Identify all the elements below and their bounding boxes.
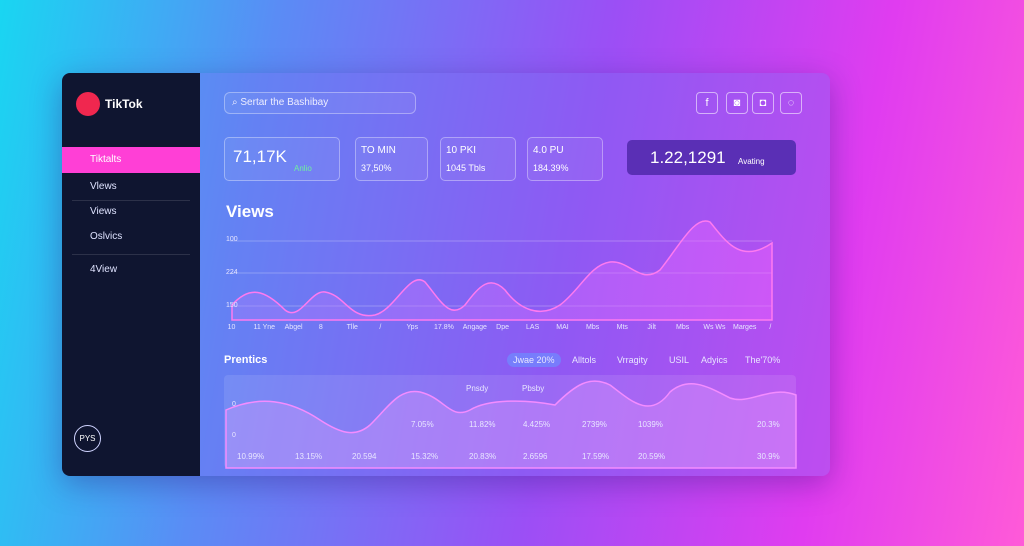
stat-title: 4.0 PU	[533, 145, 564, 156]
y-label: 150	[226, 302, 238, 309]
row2-value: 2.6596	[523, 452, 548, 461]
x-label: Abgel	[284, 324, 303, 331]
x-label: Ws Ws	[703, 324, 726, 331]
y-label: 0	[232, 401, 236, 408]
x-label: 17.8%	[434, 324, 454, 331]
x-label: 11 Yne	[253, 324, 276, 331]
views-title: Views	[226, 202, 274, 221]
highlight-value: 1.22,1291	[650, 148, 726, 167]
series-label: Pnsdy	[466, 384, 489, 393]
row2-value: 15.32%	[411, 452, 439, 461]
series-label: Pbsby	[522, 384, 545, 393]
stat-card	[355, 137, 428, 181]
facebook-icon[interactable]: f	[696, 92, 718, 114]
stat-value: 71,17K	[233, 147, 287, 166]
x-label: 10	[227, 324, 236, 331]
prentics-curve	[225, 380, 797, 469]
stat-title: 10 PKI	[446, 145, 477, 156]
stat-value: 37,50%	[361, 163, 392, 173]
stat-card	[440, 137, 516, 181]
row1-value: 7.05%	[411, 420, 434, 429]
row2-value: 20.83%	[469, 452, 497, 461]
x-label: Dpe	[496, 324, 509, 331]
x-label: Mbs	[586, 324, 600, 331]
highlight-card	[627, 140, 796, 175]
row1-value: 2739%	[582, 420, 607, 429]
x-label: Yps	[406, 324, 419, 331]
nav-item[interactable]: Tiktalts	[62, 147, 200, 173]
stat-card	[224, 137, 340, 181]
divider	[72, 200, 190, 201]
views-curve	[231, 220, 773, 321]
search-placeholder: ⌕ Sertar the Bashibay	[232, 97, 329, 108]
stat-value: 1045 Tbls	[446, 163, 486, 173]
y-label: 100	[226, 236, 238, 243]
row2-value: 20.59%	[638, 452, 666, 461]
prentics-box	[224, 375, 796, 468]
nav-item[interactable]: 4View	[90, 264, 118, 275]
stat-value: 184.39%	[533, 163, 569, 173]
row1-value: 11.82%	[469, 420, 496, 429]
camera-icon[interactable]: ◙	[726, 92, 748, 114]
stat-note: Anlio	[294, 164, 312, 173]
row2-value: 17.59%	[582, 452, 610, 461]
y-label: 224	[226, 269, 238, 276]
row1-value: 20.3%	[757, 420, 780, 429]
x-label: Mbs	[676, 324, 690, 331]
nav-item[interactable]: Oslvics	[90, 231, 123, 242]
x-label: MAI	[556, 324, 569, 331]
x-label: Marges	[732, 324, 757, 331]
nav-item[interactable]: Vlews	[90, 181, 117, 192]
sidebar: TikTok Tiktalts Vlews Views Oslvics 4View PY…	[62, 73, 200, 476]
x-label: Mts	[616, 324, 628, 331]
nav-item[interactable]: Views	[90, 206, 117, 217]
filter[interactable]: Vrragity	[617, 355, 648, 365]
divider	[72, 254, 190, 255]
row1-value: 4.425%	[523, 420, 551, 429]
filter[interactable]: USIL	[669, 355, 690, 365]
x-label: Tlle	[346, 324, 358, 331]
x-label: 8	[318, 324, 323, 331]
share-icon[interactable]: ◘	[752, 92, 774, 114]
filter[interactable]: Alltols	[572, 355, 597, 365]
filter[interactable]: The'70%	[745, 355, 781, 365]
prentics-title: Prentics	[224, 354, 268, 366]
highlight-note: Avating	[738, 157, 765, 166]
stat-card	[527, 137, 603, 181]
row2-value: 10.99%	[237, 452, 265, 461]
row2-value: 20.594	[352, 452, 377, 461]
logo-text: TikTok	[105, 97, 143, 111]
x-label: LAS	[526, 324, 540, 331]
x-label: /	[769, 324, 772, 331]
row1-value: 1039%	[638, 420, 663, 429]
footer-badge[interactable]: PYS	[74, 425, 101, 452]
x-label: Jilt	[647, 324, 656, 331]
row2-value: 30.9%	[757, 452, 780, 461]
y-label: 0	[232, 432, 236, 439]
filter[interactable]: Jwae 20%	[507, 353, 561, 367]
search-text: Sertar the Bashibay	[240, 97, 329, 108]
x-label: /	[379, 324, 382, 331]
x-label: Angage	[462, 324, 487, 331]
chat-icon[interactable]: ◌	[780, 92, 802, 114]
search-box[interactable]	[224, 92, 416, 114]
stat-title: TO MIN	[361, 145, 396, 156]
logo-icon	[76, 92, 100, 116]
filter[interactable]: Adyics	[701, 355, 728, 365]
row2-value: 13.15%	[295, 452, 323, 461]
